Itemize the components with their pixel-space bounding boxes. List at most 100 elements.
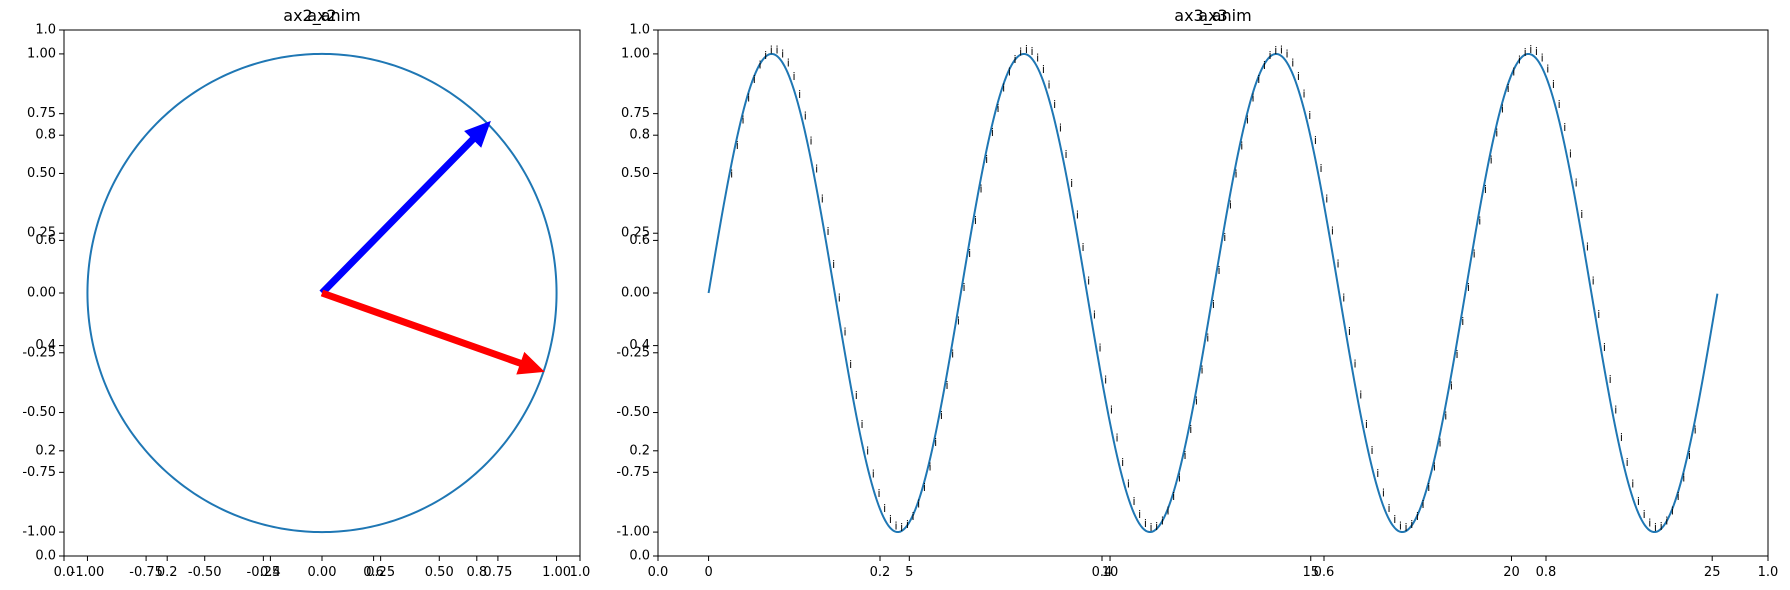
annotation-mark: i [1274, 44, 1277, 57]
annotation-mark: i [1206, 331, 1209, 344]
overlay-x-tick-label: 0.0 [54, 565, 75, 580]
annotation-mark: i [911, 510, 914, 523]
y-tick-label: -0.75 [22, 465, 56, 480]
y-tick-label: -0.50 [22, 405, 56, 420]
x-tick-label: 1.00 [542, 565, 571, 580]
annotation-mark: i [1365, 418, 1368, 431]
y-tick-label: -0.25 [616, 345, 650, 360]
annotation-mark: i [1099, 342, 1102, 355]
annotation-mark: i [1427, 481, 1430, 494]
overlay-x-tick-label: 0.4 [1092, 565, 1113, 580]
y-tick-label: -0.25 [22, 345, 56, 360]
y-tick-label: -0.50 [616, 405, 650, 420]
annotation-mark: i [1076, 208, 1079, 221]
arrow-0 [319, 120, 491, 296]
annotation-mark: i [940, 409, 943, 422]
annotation-mark: i [1155, 520, 1158, 533]
overlay-y-tick-label: 0.4 [629, 338, 650, 353]
x-tick-label: -0.25 [247, 565, 281, 580]
annotation-mark: i [877, 487, 880, 500]
y-tick-label: 0.25 [27, 226, 56, 241]
annotation-mark: i [1325, 192, 1328, 205]
annotation-mark: i [1512, 65, 1515, 78]
annotation-mark: i [1643, 508, 1646, 521]
y-tick-label: 0.75 [27, 106, 56, 121]
annotation-mark: i [1575, 177, 1578, 190]
annotation-mark: i [1467, 281, 1470, 294]
annotation-mark: i [1263, 59, 1266, 72]
annotation-mark: i [1665, 515, 1668, 528]
annotation-mark: i [1036, 52, 1039, 65]
annotation-mark: i [1490, 153, 1493, 166]
annotation-mark: i [1671, 505, 1674, 518]
annotation-mark: i [855, 389, 858, 402]
annotation-mark: i [991, 126, 994, 139]
annotation-mark: i [1546, 63, 1549, 76]
y-tick-label: 0.75 [621, 106, 650, 121]
annotation-mark: i [1416, 510, 1419, 523]
annotation-mark: i [1184, 449, 1187, 462]
annotation-mark: i [815, 162, 818, 175]
annotation-mark: i [832, 258, 835, 271]
annotation-mark: i [1257, 73, 1260, 86]
annotation-mark: i [1399, 519, 1402, 532]
annotation-mark: i [1682, 472, 1685, 485]
annotation-mark: i [1189, 423, 1192, 436]
annotation-mark: i [1518, 53, 1521, 66]
annotation-mark: i [747, 91, 750, 104]
y-tick-label: 0.50 [27, 166, 56, 181]
annotation-mark: i [923, 481, 926, 494]
annotation-mark: i [1331, 224, 1334, 237]
annotation-mark: i [962, 281, 965, 294]
annotation-mark: i [849, 358, 852, 371]
annotation-mark: i [1042, 63, 1045, 76]
annotation-mark: i [1229, 198, 1232, 211]
annotation-mark: i [1337, 258, 1340, 271]
annotation-mark: i [764, 49, 767, 62]
x-tick-label: 10 [1102, 565, 1119, 580]
annotation-mark: i [1104, 374, 1107, 387]
x-tick-label: -1.00 [71, 565, 105, 580]
overlay-x-tick-label: 0.8 [466, 565, 487, 580]
axes-frame [63, 29, 581, 557]
annotation-mark: i [1654, 521, 1657, 534]
overlay-y-tick-label: 0.8 [629, 128, 650, 143]
annotation-mark: i [1376, 467, 1379, 480]
annotation-mark: i [1620, 431, 1623, 444]
overlay-y-tick-label: 0.6 [629, 233, 650, 248]
x-tick-label: 0.00 [308, 565, 337, 580]
annotation-mark: i [1592, 274, 1595, 287]
annotation-mark: i [1320, 162, 1323, 175]
annotation-mark: i [1144, 517, 1147, 530]
annotation-mark: i [1059, 121, 1062, 134]
y-tick-label: 1.00 [621, 46, 650, 61]
annotation-mark: i [1450, 380, 1453, 393]
annotation-mark: i [968, 247, 971, 260]
annotation-mark: i [1065, 148, 1068, 161]
annotation-mark: i [1501, 102, 1504, 115]
annotation-mark: i [957, 314, 960, 327]
annotation-mark: i [1660, 520, 1663, 533]
annotation-mark: i [1631, 477, 1634, 490]
annotation-mark: i [1456, 348, 1459, 361]
annotation-mark: i [1524, 46, 1527, 59]
annotation-mark: i [1507, 82, 1510, 95]
annotation-mark: i [1597, 308, 1600, 321]
annotation-mark: i [1478, 215, 1481, 228]
overlay-title: ax3 [1198, 6, 1227, 25]
annotation-mark: i [1127, 478, 1130, 491]
annotation-mark: i [1110, 404, 1113, 417]
annotation-mark: i [1677, 490, 1680, 503]
annotation-mark: i [736, 139, 739, 152]
annotation-mark: i [1133, 495, 1136, 508]
annotation-mark: i [1586, 241, 1589, 254]
annotation-mark: i [1048, 78, 1051, 91]
annotation-mark: i [1580, 208, 1583, 221]
y-tick-label: 0.00 [27, 286, 56, 301]
annotation-mark: i [770, 44, 773, 57]
annotation-mark: i [843, 325, 846, 338]
overlay-y-tick-label: 0.0 [35, 549, 56, 564]
annotation-mark: i [1308, 109, 1311, 122]
chart-title: ax3_anim [1174, 6, 1251, 26]
annotation-mark: i [1116, 431, 1119, 444]
